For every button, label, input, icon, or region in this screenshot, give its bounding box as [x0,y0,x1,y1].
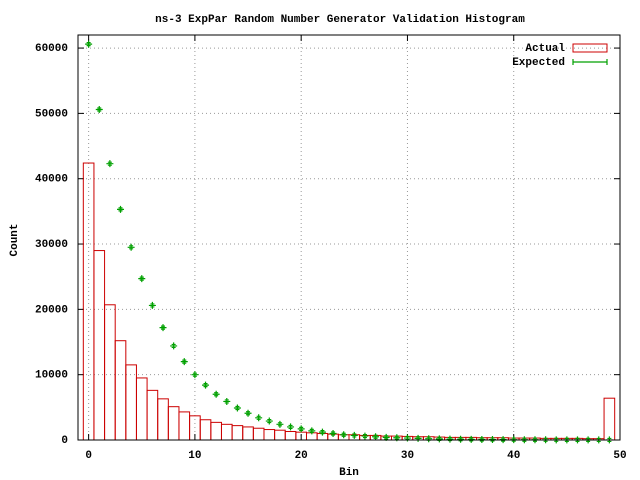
point [85,40,93,48]
point [414,434,422,442]
bar [93,250,106,441]
point [233,404,241,412]
legend-swatch [572,43,608,53]
x-tick-label: 0 [85,450,92,462]
legend-label: Expected [512,57,565,69]
bar [252,427,265,441]
point [372,433,380,441]
point [297,425,305,433]
point [403,434,411,442]
point [318,428,326,436]
point [393,434,401,442]
point [212,390,220,398]
bar [114,340,127,441]
point [223,397,231,405]
point [329,429,337,437]
bar [125,364,137,441]
y-tick-label: 10000 [35,370,68,382]
y-tick-label: 60000 [35,43,68,55]
point [244,409,252,417]
x-tick-label: 50 [613,450,626,462]
point [435,435,443,443]
point [425,435,433,443]
bar [210,421,222,441]
bar [157,398,169,441]
bar [284,431,297,441]
point [361,432,369,440]
point [127,243,135,251]
x-tick-label: 10 [188,450,201,462]
bar [104,304,116,441]
point [117,205,125,213]
point [467,435,475,443]
point [255,414,263,422]
plot-frame [77,34,621,441]
point [106,160,114,168]
point [202,381,210,389]
legend-label: Actual [525,43,565,55]
y-tick-label: 50000 [35,108,68,120]
point [478,435,486,443]
point [308,427,316,435]
bar [146,389,159,441]
point [148,301,156,309]
bar [82,162,95,441]
x-tick-label: 20 [295,450,308,462]
bar [135,377,148,441]
y-tick-label: 30000 [35,239,68,251]
point [446,435,454,443]
point [265,417,273,425]
bar [199,419,212,441]
point [95,105,103,113]
point [191,371,199,379]
bar [167,406,180,441]
y-axis-label: Count [9,223,21,256]
bar [231,425,244,441]
y-tick-label: 0 [61,435,68,447]
y-tick-label: 20000 [35,304,68,316]
bar [178,411,191,441]
bar [274,429,286,441]
point [159,324,167,332]
bar [220,423,233,441]
point [276,420,284,428]
point [180,358,188,366]
x-tick-label: 30 [401,450,414,462]
point [340,431,348,439]
point [350,431,358,439]
x-tick-label: 40 [507,450,520,462]
point [382,433,390,441]
x-axis-label: Bin [339,467,359,479]
point [138,275,146,283]
y-tick-label: 40000 [35,174,68,186]
bar [242,426,254,441]
chart-title: ns-3 ExpPar Random Number Generator Vali… [155,14,525,26]
legend-swatch [572,59,608,65]
point [457,435,465,443]
bar [263,429,276,441]
point [170,342,178,350]
point [287,423,295,431]
bar [603,397,616,441]
